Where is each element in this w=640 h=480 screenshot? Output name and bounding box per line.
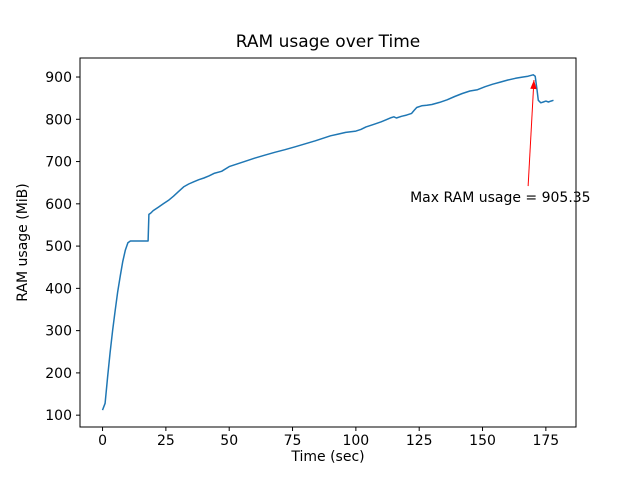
y-tick-label: 600 [45,197,72,213]
x-tick-label: 175 [532,433,559,449]
y-tick-label: 400 [45,281,72,297]
ram-usage-line [101,74,554,411]
x-tick-label: 50 [220,433,238,449]
x-axis-label: Time (sec) [290,449,364,465]
y-tick-label: 700 [45,155,72,171]
chart-title: RAM usage over Time [236,32,420,52]
x-tick-label: 25 [157,433,175,449]
y-tick-label: 200 [45,366,72,382]
y-tick-label: 300 [45,324,72,340]
plot-border [79,57,577,428]
annotation-arrow [527,79,535,187]
y-axis-label: RAM usage (MiB) [15,183,31,301]
annotation-text: Max RAM usage = 905.35 [410,190,591,206]
x-tick-label: 125 [406,433,433,449]
annotation-arrowhead [530,79,537,90]
y-tick-label: 100 [45,408,72,424]
y-tick-label: 900 [45,70,72,86]
x-tick-label: 100 [342,433,369,449]
x-tick-label: 150 [469,433,496,449]
x-tick-label: 75 [284,433,302,449]
y-tick-label: 500 [45,239,72,255]
x-tick-label: 0 [98,433,107,449]
y-tick-label: 800 [45,112,72,128]
